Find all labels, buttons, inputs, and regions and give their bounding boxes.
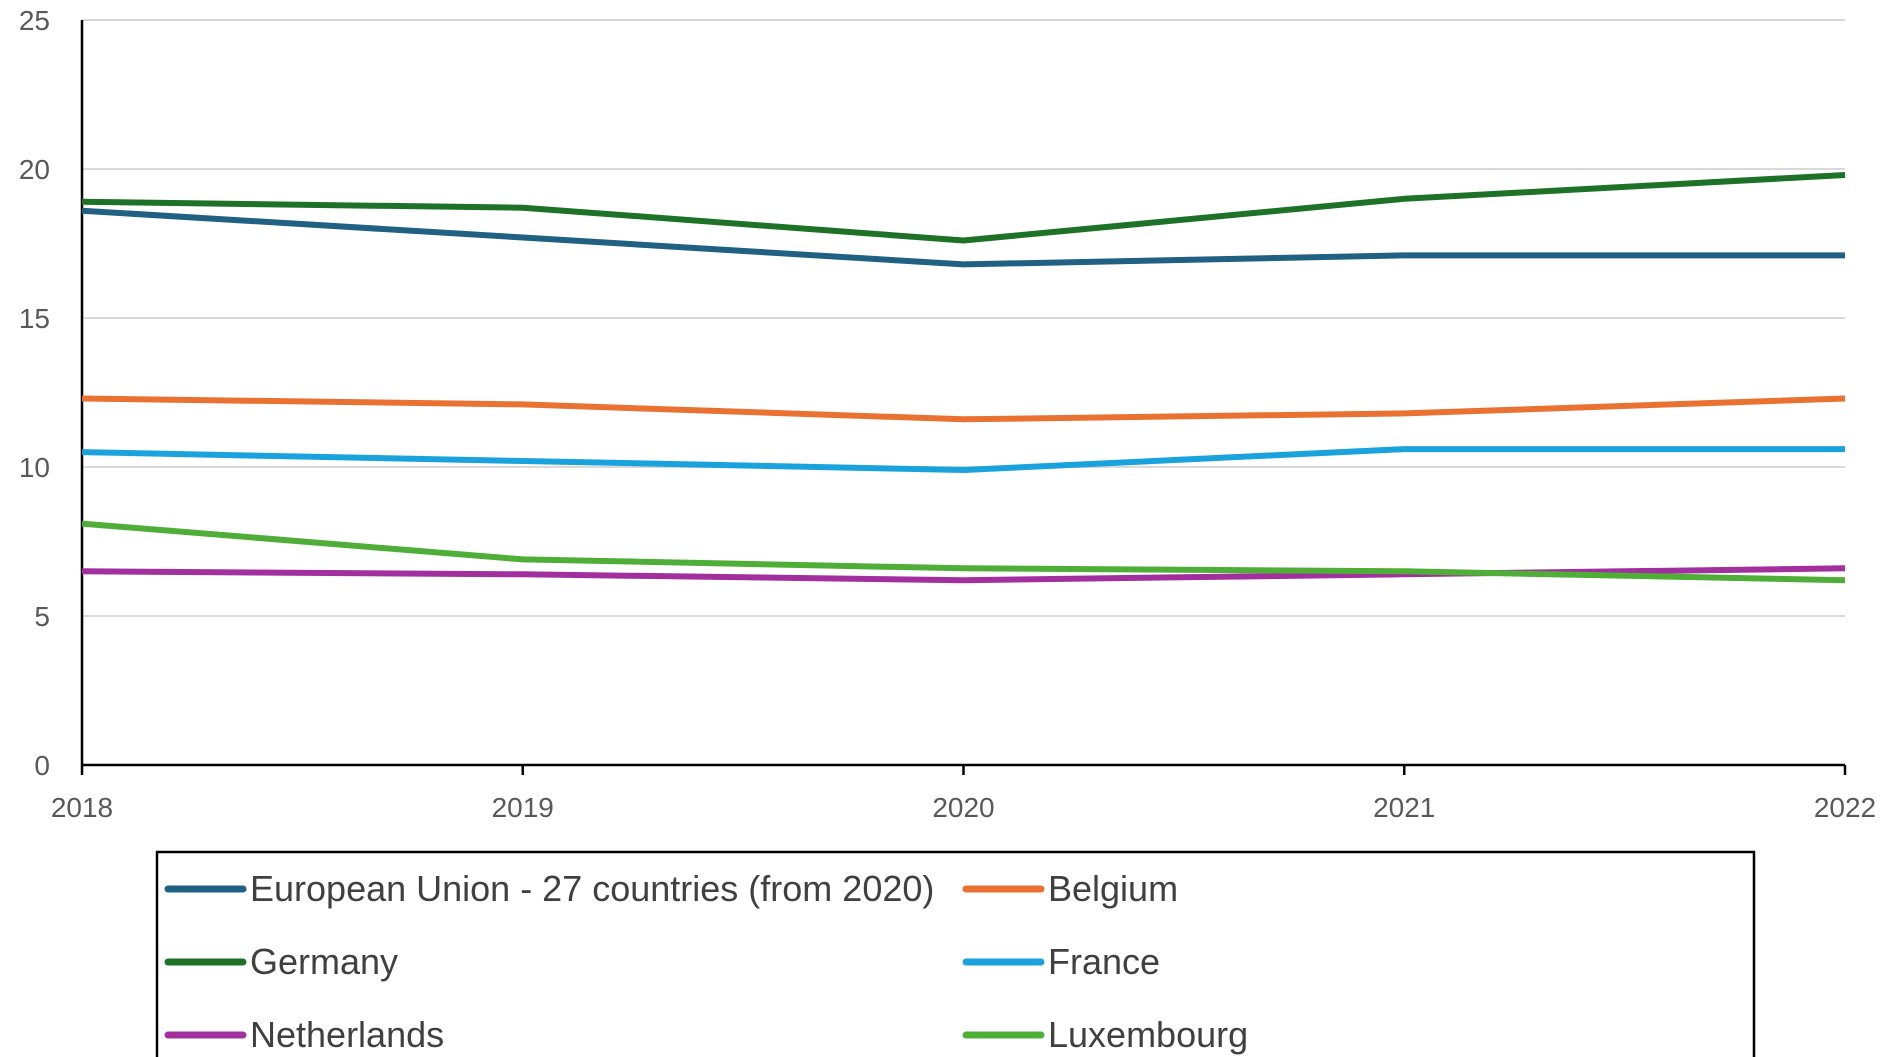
axes [80,20,1847,775]
legend-label: France [1048,941,1160,982]
legend-item-luxembourg: Luxembourg [962,1014,1248,1055]
x-tick-label-2021: 2021 [1373,792,1435,823]
legend-item-netherlands: Netherlands [164,1014,444,1055]
series-line-france [81,446,1845,473]
series-line-germany [81,172,1846,244]
x-tick-label-2018: 2018 [51,792,113,823]
legend-item-france: France [962,941,1160,982]
legend-label: Germany [250,941,398,982]
y-tick-label-25: 25 [19,5,50,36]
series-lines [81,172,1846,584]
legend-label: Netherlands [250,1014,444,1055]
legend-item-belgium: Belgium [962,868,1178,909]
grid-lines [82,19,1845,617]
y-tick-label-5: 5 [34,601,50,632]
legend-item-germany: Germany [164,941,398,982]
x-axis-tick-labels: 2018 2019 2020 2021 2022 [51,792,1876,823]
legend-box [155,850,1756,1057]
legend-label: European Union - 27 countries (from 2020… [250,868,934,909]
legend-label: Luxembourg [1048,1014,1248,1055]
x-tick-label-2020: 2020 [932,792,994,823]
series-line-luxembourg [81,520,1846,584]
legend-item-european-union-27-countries-from-2020: European Union - 27 countries (from 2020… [164,868,934,909]
legend: European Union - 27 countries (from 2020… [155,850,1756,1057]
x-tick-label-2019: 2019 [492,792,554,823]
y-tick-label-20: 20 [19,154,50,185]
y-tick-label-15: 15 [19,303,50,334]
series-line-belgium [81,395,1846,423]
legend-label: Belgium [1048,868,1178,909]
y-axis-tick-labels: 0 5 10 15 20 25 [19,5,50,781]
y-tick-label-10: 10 [19,452,50,483]
series-line-european-union-27-countries-from-2020 [81,207,1845,268]
x-tick-label-2022: 2022 [1814,792,1876,823]
y-tick-label-0: 0 [34,750,50,781]
